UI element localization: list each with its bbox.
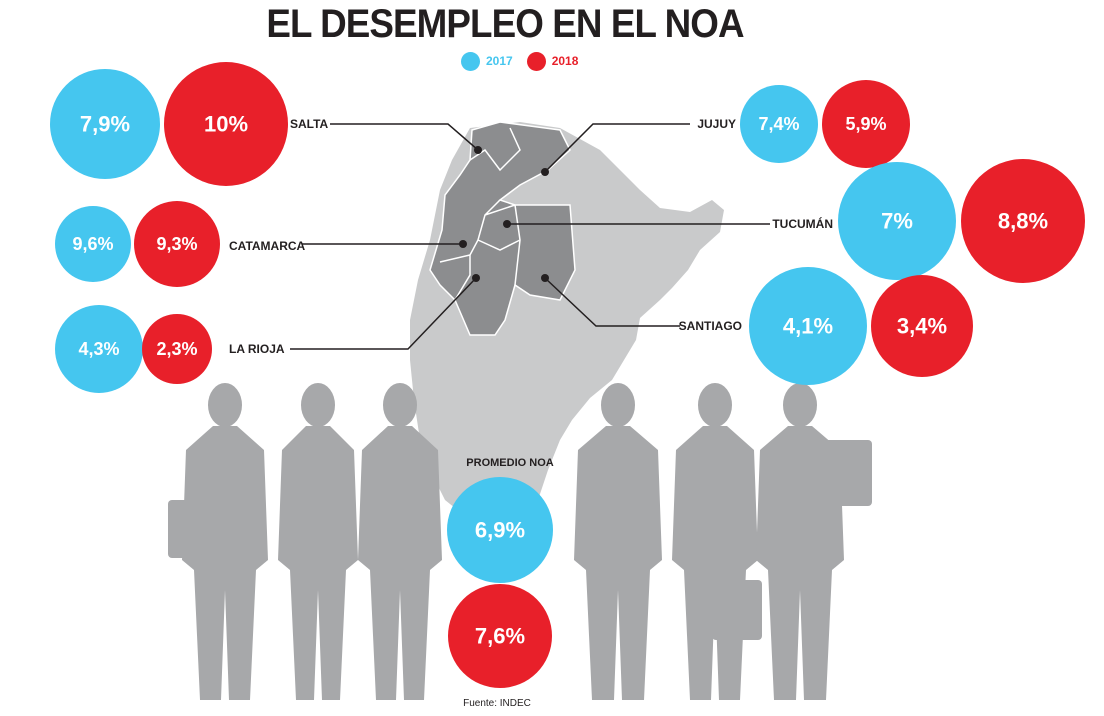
value-label-catamarca-2017: 9,6% [72,234,113,254]
province-label-salta: SALTA [290,117,329,131]
bubble-santiago-2018 [871,275,973,377]
bubble-la-rioja-2018 [142,314,212,384]
value-label-santiago-2017: 4,1% [783,314,833,339]
value-label-la-rioja-2017: 4,3% [78,339,119,359]
legend: 2017 2018 [461,51,586,71]
legend-label-2018: 2018 [551,54,579,68]
bubble-la-rioja-2017 [55,305,143,393]
person-silhouette [672,383,758,700]
province-label-la-rioja: LA RIOJA [229,342,285,356]
province-label-tucum-n: TUCUMÁN [772,216,833,231]
province-label-jujuy: JUJUY [697,117,736,131]
labels-layer: SALTA JUJUY CATAMARCA TUCUMÁN LA RIOJA SANTIA… [229,117,833,356]
value-label-catamarca-2018: 9,3% [156,234,197,254]
chart-title: EL DESEMPLEO EN EL NOA [266,2,744,46]
source-note: Fuente: INDEC [463,698,531,709]
bag-silhouette [712,580,762,640]
person-silhouette [358,383,442,700]
legend-swatch-2018 [526,51,546,71]
value-label-promedio-noa-2018: 7,6% [475,624,525,649]
bubble-promedio-noa-2017 [447,477,553,583]
person-silhouette [756,383,844,700]
bubble-salta-2017 [50,69,160,179]
bubble-salta-2018 [164,62,288,186]
value-label-salta-2017: 7,9% [80,112,130,137]
bubble-promedio-noa-2018 [448,584,552,688]
person-silhouette [182,383,268,700]
person-silhouette [278,383,358,700]
value-label-jujuy-2018: 5,9% [845,114,886,134]
bubble-tucum-n-2018 [961,159,1085,283]
bag-silhouette [168,500,202,558]
value-label-tucum-n-2017: 7% [881,209,913,234]
province-marker-la-rioja [472,274,480,282]
province-label-catamarca: CATAMARCA [229,239,306,253]
bubble-jujuy-2017 [740,85,818,163]
value-label-promedio-noa-2017: 6,9% [475,518,525,543]
people-silhouettes [168,383,872,700]
province-marker-santiago [541,274,549,282]
connector-jujuy [544,123,690,173]
value-label-jujuy-2017: 7,4% [758,114,799,134]
bubble-jujuy-2018 [822,80,910,168]
connector-lines [290,123,770,350]
province-borders [439,127,521,301]
bubble-catamarca-2018 [134,201,220,287]
province-marker-catamarca [459,240,467,248]
bubble-tucum-n-2017 [838,162,956,280]
bubbles-layer: 7,9% 10% 7,4% 5,9% 9,6% 9,3% 7% 8,8% 4,3% 2,3% 4,1… [50,62,1085,688]
bubble-santiago-2017 [749,267,867,385]
value-label-tucum-n-2018: 8,8% [998,209,1048,234]
province-marker-jujuy [541,168,549,176]
value-label-la-rioja-2018: 2,3% [156,339,197,359]
province-marker-tucum-n [503,220,511,228]
value-label-santiago-2018: 3,4% [897,314,947,339]
connector-santiago [544,277,680,327]
province-label-santiago: SANTIAGO [679,319,742,333]
connector-salta [330,123,479,151]
legend-swatch-2017 [461,51,480,71]
person-silhouette [574,383,662,700]
province-marker-salta [474,146,482,154]
bubble-catamarca-2017 [55,206,131,282]
value-label-salta-2018: 10% [204,112,248,137]
promedio-label: PROMEDIO NOA [466,457,553,469]
legend-label-2017: 2017 [486,54,513,68]
bag-silhouette [800,440,872,506]
connector-la-rioja [290,277,477,350]
